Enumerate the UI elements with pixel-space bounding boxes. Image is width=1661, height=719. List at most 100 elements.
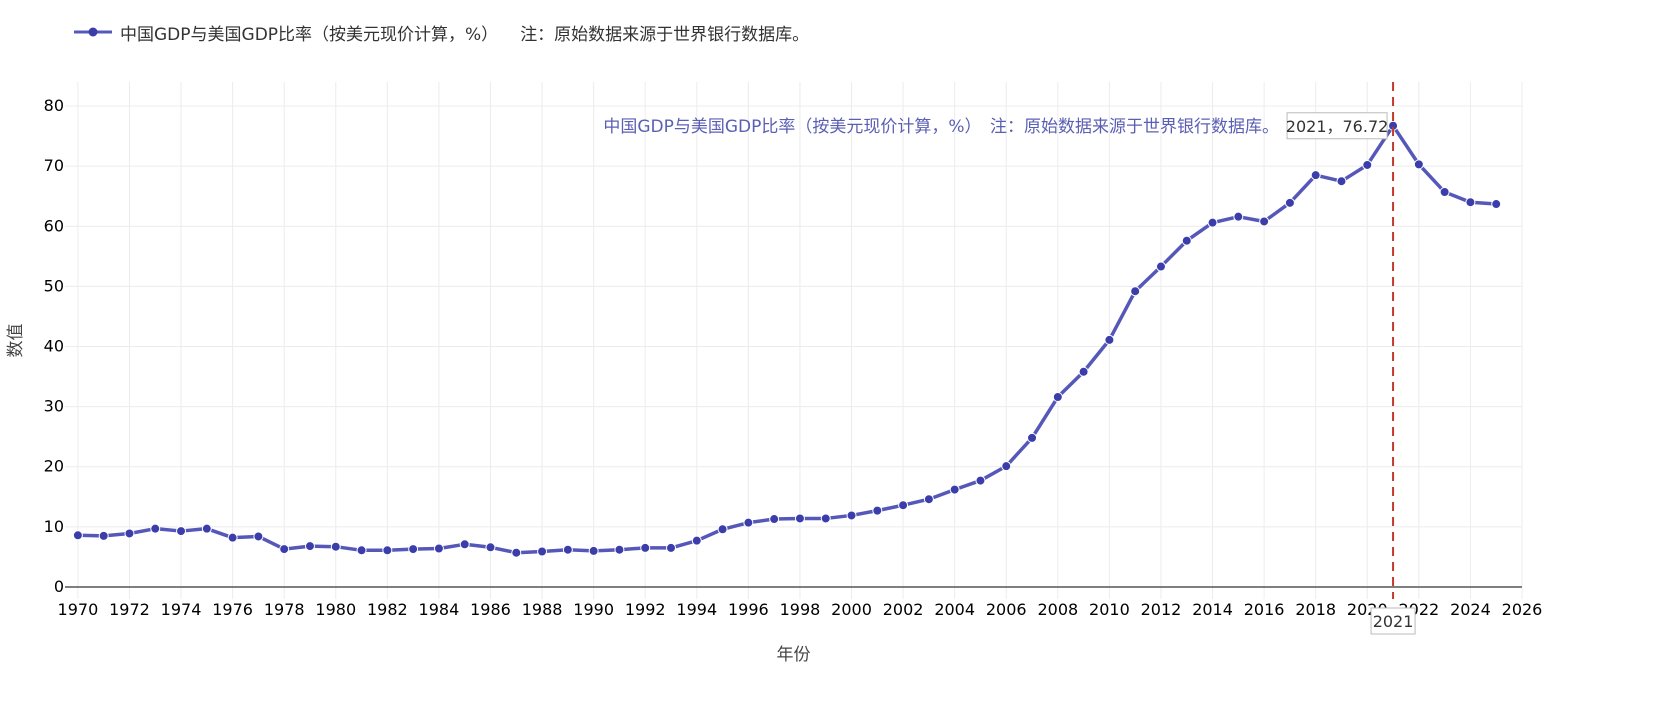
data-point[interactable] <box>872 505 883 516</box>
data-point[interactable] <box>1078 366 1089 377</box>
data-point[interactable] <box>1052 392 1063 403</box>
y-tick-label: 70 <box>44 156 64 175</box>
data-point[interactable] <box>1413 159 1424 170</box>
data-point[interactable] <box>975 475 986 486</box>
data-point[interactable] <box>537 546 548 557</box>
legend[interactable]: 中国GDP与美国GDP比率（按美元现价计算，%） 注：原始数据来源于世界银行数据… <box>74 20 810 45</box>
x-tick-label: 2000 <box>831 600 872 619</box>
hover-tooltip: 2021，76.72 <box>1286 112 1389 140</box>
x-tick-label: 1972 <box>109 600 150 619</box>
data-point[interactable] <box>1465 197 1476 208</box>
data-point[interactable] <box>820 513 831 524</box>
data-point[interactable] <box>846 510 857 521</box>
data-point[interactable] <box>743 517 754 528</box>
data-point[interactable] <box>691 535 702 546</box>
legend-note: 注：原始数据来源于世界银行数据库。 <box>520 24 810 45</box>
x-tick-label: 2026 <box>1502 600 1543 619</box>
data-point[interactable] <box>1155 261 1166 272</box>
y-tick-label: 30 <box>44 397 64 416</box>
data-point[interactable] <box>356 545 367 556</box>
data-point[interactable] <box>1336 176 1347 187</box>
y-tick-label: 10 <box>44 517 64 536</box>
data-point[interactable] <box>304 541 315 552</box>
x-tick-label: 1984 <box>419 600 460 619</box>
data-point[interactable] <box>1439 187 1450 198</box>
x-tick-label: 1996 <box>728 600 769 619</box>
data-point[interactable] <box>201 523 212 534</box>
x-tick-label: 1992 <box>625 600 666 619</box>
y-tick-label: 50 <box>44 276 64 295</box>
x-tick-label: 2024 <box>1450 600 1491 619</box>
series-line[interactable] <box>76 124 1498 555</box>
data-point[interactable] <box>1233 211 1244 222</box>
x-tick-label: 1986 <box>470 600 511 619</box>
data-point[interactable] <box>1259 216 1270 227</box>
x-tick-label: 1988 <box>522 600 563 619</box>
data-point[interactable] <box>459 539 470 550</box>
data-point[interactable] <box>98 530 109 541</box>
y-tick-label: 20 <box>44 457 64 476</box>
data-point[interactable] <box>794 513 805 524</box>
x-tick-label: 1976 <box>212 600 253 619</box>
data-point[interactable] <box>614 544 625 555</box>
data-point[interactable] <box>1284 197 1295 208</box>
x-hover-label-text: 2021 <box>1373 612 1414 631</box>
x-axis-ticks: 1970 1972 1974 1976 1978 1980 1982 1984 1986 1988… <box>58 600 1543 619</box>
x-tick-label: 2008 <box>1037 600 1078 619</box>
x-tick-label: 2014 <box>1192 600 1233 619</box>
x-tick-label: 1998 <box>780 600 821 619</box>
x-tick-label: 1970 <box>58 600 99 619</box>
data-point[interactable] <box>176 526 187 537</box>
x-tick-label: 2018 <box>1295 600 1336 619</box>
data-point[interactable] <box>923 494 934 505</box>
data-point[interactable] <box>485 542 496 553</box>
data-point[interactable] <box>253 531 264 542</box>
series-layer[interactable] <box>72 120 1502 558</box>
data-point[interactable] <box>717 524 728 535</box>
x-axis-title: 年份 <box>777 645 811 665</box>
data-point[interactable] <box>1001 461 1012 472</box>
data-point[interactable] <box>666 542 677 553</box>
data-point[interactable] <box>511 547 522 558</box>
data-point[interactable] <box>382 545 393 556</box>
y-tick-label: 0 <box>54 577 64 596</box>
y-tick-label: 40 <box>44 337 64 356</box>
data-point[interactable] <box>1362 159 1373 170</box>
x-tick-label: 2004 <box>934 600 975 619</box>
data-point[interactable] <box>898 500 909 511</box>
data-point[interactable] <box>279 544 290 555</box>
grid-lines <box>65 82 1523 599</box>
y-tick-label: 60 <box>44 216 64 235</box>
x-tick-label: 1990 <box>573 600 614 619</box>
data-point[interactable] <box>1491 199 1502 210</box>
x-tick-label: 2010 <box>1089 600 1130 619</box>
data-point[interactable] <box>769 514 780 525</box>
data-point[interactable] <box>588 545 599 556</box>
data-point[interactable] <box>330 541 341 552</box>
legend-series-label: 中国GDP与美国GDP比率（按美元现价计算，%） <box>120 24 499 45</box>
data-point[interactable] <box>640 542 651 553</box>
data-point[interactable] <box>150 523 161 534</box>
x-tick-label: 1978 <box>264 600 305 619</box>
data-point[interactable] <box>227 532 238 543</box>
data-point[interactable] <box>562 544 573 555</box>
data-point[interactable] <box>124 528 135 539</box>
x-tick-label: 1994 <box>676 600 717 619</box>
data-point[interactable] <box>1207 217 1218 228</box>
hover-tooltip-text: 2021，76.72 <box>1286 117 1389 136</box>
y-tick-label: 80 <box>44 96 64 115</box>
data-point[interactable] <box>408 544 419 555</box>
data-point[interactable] <box>1181 235 1192 246</box>
data-point[interactable] <box>1104 334 1115 345</box>
data-point[interactable] <box>949 484 960 495</box>
data-point[interactable] <box>72 530 83 541</box>
data-point[interactable] <box>1310 170 1321 181</box>
data-point[interactable] <box>433 543 444 554</box>
data-point[interactable] <box>1027 432 1038 443</box>
data-point[interactable] <box>1130 286 1141 297</box>
annotation-text: 中国GDP与美国GDP比率（按美元现价计算，%） 注：原始数据来源于世界银行数据… <box>603 117 1279 137</box>
x-tick-label: 2016 <box>1244 600 1285 619</box>
x-tick-label: 1982 <box>367 600 408 619</box>
x-hover-label: 2021 <box>1370 607 1416 635</box>
